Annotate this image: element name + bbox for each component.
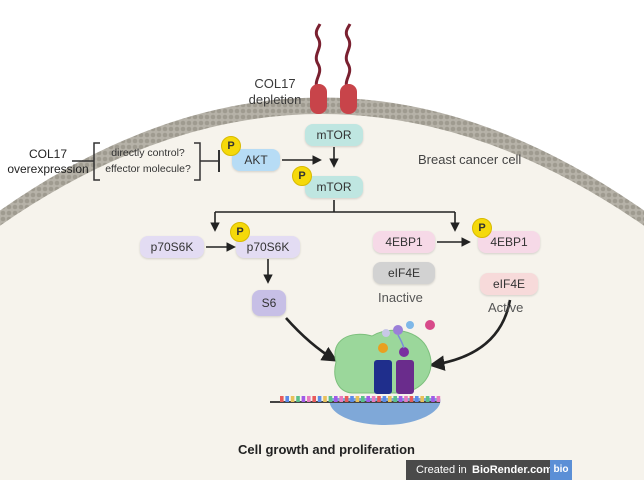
mrna-codon — [307, 396, 311, 402]
mrna-codon — [415, 396, 419, 402]
mrna-codon — [323, 396, 327, 402]
mrna-codon — [285, 396, 289, 402]
mrna-codon — [377, 396, 381, 402]
badge-brand: BioRender.com — [472, 464, 553, 476]
biorender-logo-icon: bio — [550, 460, 572, 480]
node-s6: S6 — [252, 290, 286, 316]
mrna-codon — [350, 396, 354, 402]
node-4ebp1-phospho: 4EBP1 — [478, 231, 540, 253]
peptide-chain — [393, 325, 403, 335]
receptor-left — [310, 84, 327, 114]
mrna-codon — [339, 396, 343, 402]
mrna-codon — [334, 396, 338, 402]
mrna-codon — [425, 396, 430, 402]
mrna-codon — [404, 396, 408, 402]
receptor-right — [340, 84, 357, 114]
node-mtor-phospho: mTOR — [305, 176, 363, 198]
question-directly-control: directly control? — [111, 147, 185, 159]
col17-depletion-line1: COL17 — [254, 76, 296, 91]
receptor-tail-right — [344, 23, 352, 91]
phospho-mtor: P — [292, 166, 312, 186]
col17-depletion-line2: depletion — [248, 92, 302, 107]
outcome-label: Cell growth and proliferation — [238, 442, 415, 457]
phospho-p70s6k: P — [230, 222, 250, 242]
ribosome-small-subunit — [329, 398, 441, 425]
receptor-tail-left — [314, 23, 322, 91]
col17-over-line2: overexpression — [7, 162, 89, 176]
biorender-badge[interactable]: Created in BioRender.com bio — [406, 460, 572, 480]
col17-overexpression-label: COL17 overexpression — [2, 147, 94, 177]
node-4ebp1: 4EBP1 — [373, 231, 435, 253]
mrna-codon — [431, 396, 435, 402]
node-eif4e-free: eIF4E — [480, 273, 538, 295]
cell-name-label: Breast cancer cell — [418, 152, 522, 167]
mrna-codon — [371, 396, 376, 402]
inactive-label: Inactive — [378, 290, 423, 305]
mrna-codon — [398, 396, 403, 402]
mrna-codon — [312, 396, 316, 402]
mrna-codon — [388, 396, 392, 402]
question-text: directly control? effector molecule? — [102, 145, 194, 177]
mrna-codon — [296, 396, 300, 402]
node-p70s6k-phospho: p70S6K — [236, 236, 300, 258]
mrna-codon — [420, 396, 424, 402]
phospho-akt: P — [221, 136, 241, 156]
mrna-codon — [382, 396, 387, 402]
question-effector-molecule: effector molecule? — [105, 163, 191, 175]
ribosome-pocket-right — [396, 360, 414, 394]
mrna-codon — [409, 396, 414, 402]
node-akt: AKT — [232, 149, 280, 171]
mrna-codon — [393, 396, 397, 402]
ribosome-pocket-left — [374, 360, 392, 394]
node-eif4e-bound: eIF4E — [373, 262, 435, 284]
arrow-eif4e-ribosome — [428, 299, 512, 371]
mrna-codon — [355, 396, 360, 402]
mrna-codon — [317, 396, 322, 402]
badge-created-in: Created in — [416, 464, 467, 476]
mrna-codon — [280, 396, 284, 402]
col17-over-line1: COL17 — [28, 147, 68, 161]
mrna-codon — [366, 396, 370, 402]
mrna-codon — [436, 396, 441, 402]
mrna-codon — [290, 396, 295, 402]
col17-depletion-label: COL17 depletion — [236, 76, 314, 108]
arrow-s6-ribosome — [285, 317, 338, 362]
mrna-codon — [361, 396, 365, 402]
active-label: Active — [488, 300, 524, 315]
node-p70s6k: p70S6K — [140, 236, 204, 258]
mrna-codon — [328, 396, 333, 402]
phospho-4ebp1: P — [472, 218, 492, 238]
mrna-codon — [301, 396, 306, 402]
mrna-codon — [344, 396, 349, 402]
node-mtor: mTOR — [305, 124, 363, 146]
cell-interior — [0, 114, 644, 480]
